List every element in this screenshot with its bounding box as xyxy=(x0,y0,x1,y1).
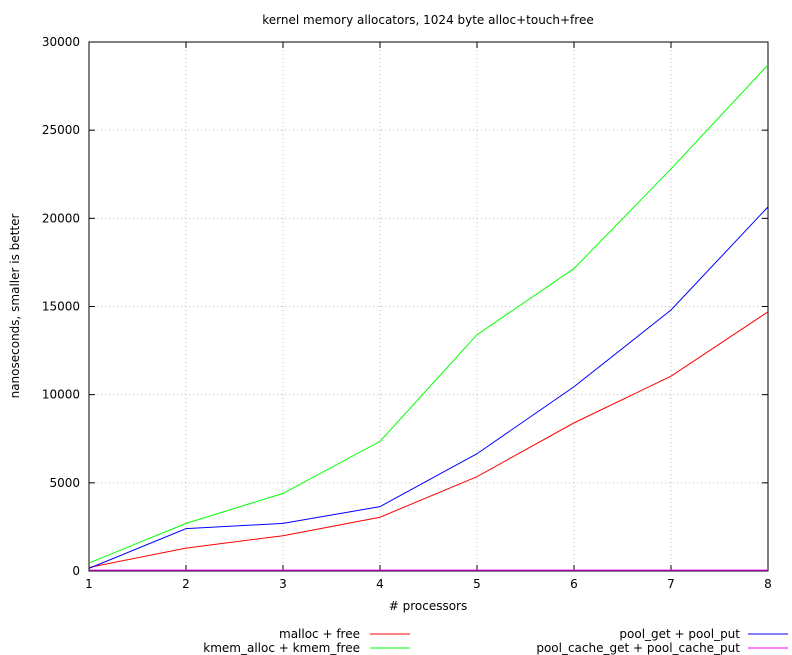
y-tick-label: 5000 xyxy=(49,476,80,490)
x-tick-label: 6 xyxy=(570,577,578,591)
series-line-2 xyxy=(88,64,769,564)
x-tick-label: 8 xyxy=(764,577,772,591)
legend-label: malloc + free xyxy=(279,627,360,641)
y-tick-label: 25000 xyxy=(42,123,80,137)
x-axis-label: # processors xyxy=(389,599,468,613)
legend-label: kmem_alloc + kmem_free xyxy=(203,641,360,655)
y-tick-label: 0 xyxy=(72,564,80,578)
series-line-1 xyxy=(88,311,769,568)
series-line-3 xyxy=(88,206,769,569)
y-tick-label: 10000 xyxy=(42,388,80,402)
legend-label: pool_cache_get + pool_cache_put xyxy=(536,641,740,655)
x-tick-label: 7 xyxy=(667,577,675,591)
series-layer xyxy=(88,64,769,571)
grid xyxy=(89,42,768,571)
axis-ticks: 1 2 3 4 5 6 7 8 0 5000 10000 15000 20000 25000 30000 xyxy=(42,35,772,591)
y-tick-label: 30000 xyxy=(42,35,80,49)
x-tick-label: 4 xyxy=(376,577,384,591)
plot-frame xyxy=(88,41,769,572)
y-tick-label: 15000 xyxy=(42,300,80,314)
x-tick-label: 5 xyxy=(473,577,481,591)
legend-label: pool_get + pool_put xyxy=(619,627,740,641)
x-tick-label: 1 xyxy=(85,577,93,591)
chart-title: kernel memory allocators, 1024 byte allo… xyxy=(262,13,593,27)
y-axis-label: nanoseconds, smaller is better xyxy=(8,214,22,399)
x-tick-label: 3 xyxy=(279,577,287,591)
y-tick-label: 20000 xyxy=(42,211,80,225)
x-tick-label: 2 xyxy=(182,577,190,591)
